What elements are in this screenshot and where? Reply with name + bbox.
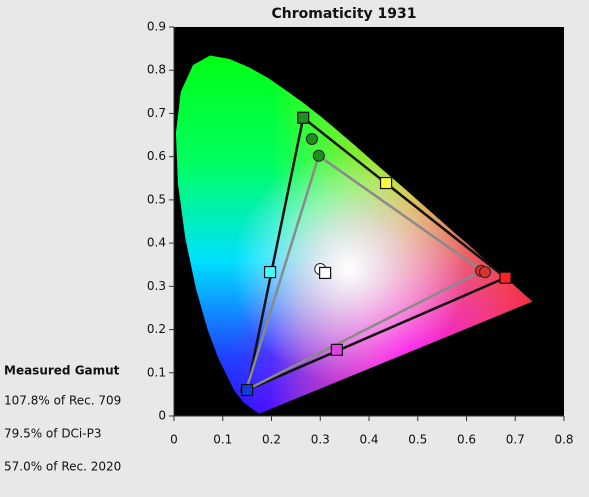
gamut-triangle: [245, 115, 508, 393]
y-tick-label: 0.4: [147, 236, 166, 250]
x-tick-label: 0.4: [359, 433, 378, 447]
target-point: [263, 265, 277, 279]
gamut-triangle: [244, 153, 485, 393]
y-tick-label: 0.3: [147, 279, 166, 293]
x-tick-label: 0.8: [554, 433, 573, 447]
measured-point: [479, 266, 492, 279]
target-point: [319, 266, 332, 280]
x-tick-label: 0.5: [408, 433, 427, 447]
gamut-line: 79.5% of DCi-P3: [4, 427, 101, 441]
x-tick-label: 0.3: [311, 433, 330, 447]
measured-point: [312, 149, 325, 162]
target-point: [499, 271, 512, 284]
target-point: [379, 176, 393, 190]
y-tick-label: 0: [158, 409, 166, 423]
y-tick-label: 0.8: [147, 63, 166, 77]
x-tick-label: 0.1: [213, 433, 232, 447]
x-tick-label: 0.2: [262, 433, 281, 447]
target-point: [297, 111, 310, 124]
gamut-line: 107.8% of Rec. 709: [4, 394, 121, 408]
target-point: [330, 343, 343, 356]
x-tick-label: 0: [170, 433, 178, 447]
x-tick-label: 0.7: [506, 433, 525, 447]
y-tick-label: 0.7: [147, 106, 166, 120]
measured-point: [305, 132, 318, 145]
target-point: [241, 383, 254, 397]
y-tick-label: 0.1: [147, 365, 166, 379]
x-tick-label: 0.6: [457, 433, 476, 447]
y-tick-label: 0.2: [147, 322, 166, 336]
y-tick-label: 0.9: [147, 20, 166, 34]
y-tick-label: 0.6: [147, 149, 166, 163]
gamut-heading: Measured Gamut: [4, 364, 120, 378]
y-tick-label: 0.5: [147, 192, 166, 206]
chart-title: Chromaticity 1931: [271, 6, 416, 22]
gamut-line: 57.0% of Rec. 2020: [4, 460, 121, 474]
